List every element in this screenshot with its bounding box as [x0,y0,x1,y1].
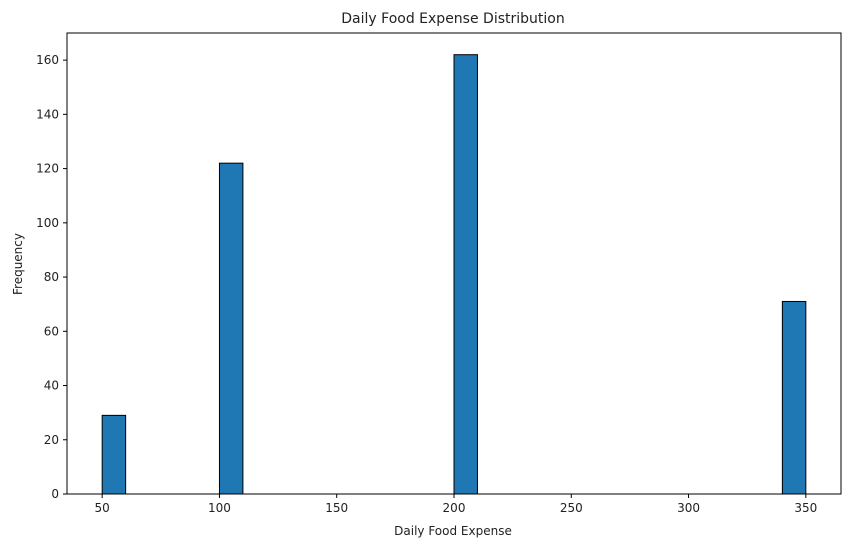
y-tick-label: 100 [36,216,59,230]
chart-title: Daily Food Expense Distribution [341,11,564,27]
y-tick-label: 40 [44,379,59,393]
y-tick-label: 60 [44,324,59,338]
y-axis-title: Frequency [11,233,25,295]
x-axis-ticks: 50 100 150 200 250 300 350 [95,494,817,515]
x-tick-label: 150 [325,501,348,515]
x-tick-label: 300 [677,501,700,515]
x-tick-label: 350 [794,501,817,515]
x-tick-label: 250 [560,501,583,515]
y-tick-label: 0 [51,487,59,501]
bar-100-110 [218,162,244,495]
y-tick-label: 80 [44,270,59,284]
bars-group [101,54,807,495]
y-tick-label: 20 [44,433,59,447]
bar-340-350 [781,300,807,495]
y-tick-label: 160 [36,53,59,67]
bar-200-210 [453,54,478,495]
x-tick-label: 100 [208,501,231,515]
bar-50-60 [101,414,127,495]
x-tick-label: 200 [443,501,466,515]
y-tick-label: 120 [36,162,59,176]
x-tick-label: 50 [95,501,110,515]
y-tick-label: 140 [36,107,59,121]
y-axis-ticks: 0 20 40 60 80 100 120 140 160 [36,53,67,501]
x-axis-title: Daily Food Expense [394,524,512,538]
